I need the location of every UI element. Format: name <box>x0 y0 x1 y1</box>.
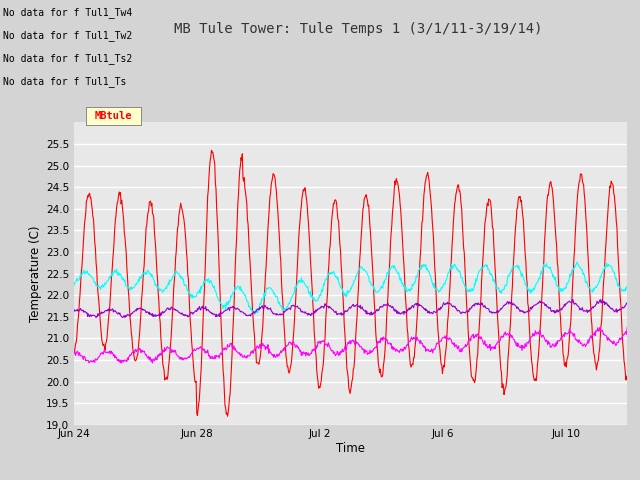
X-axis label: Time: Time <box>336 442 365 455</box>
Text: No data for f Tul1_Tw4: No data for f Tul1_Tw4 <box>3 7 132 18</box>
Text: No data for f Tul1_Tw2: No data for f Tul1_Tw2 <box>3 30 132 41</box>
Text: No data for f Tul1_Ts2: No data for f Tul1_Ts2 <box>3 53 132 64</box>
Text: MB Tule Tower: Tule Temps 1 (3/1/11-3/19/14): MB Tule Tower: Tule Temps 1 (3/1/11-3/19… <box>174 22 543 36</box>
Legend: Tul1_Tw+10cm, Tul1_Ts-8cm, Tul1_Ts-16cm, Tul1_Ts-32cm: Tul1_Tw+10cm, Tul1_Ts-8cm, Tul1_Ts-16cm,… <box>143 479 557 480</box>
Text: No data for f Tul1_Ts: No data for f Tul1_Ts <box>3 76 127 87</box>
Y-axis label: Temperature (C): Temperature (C) <box>29 225 42 322</box>
Text: MBtule: MBtule <box>95 111 132 120</box>
